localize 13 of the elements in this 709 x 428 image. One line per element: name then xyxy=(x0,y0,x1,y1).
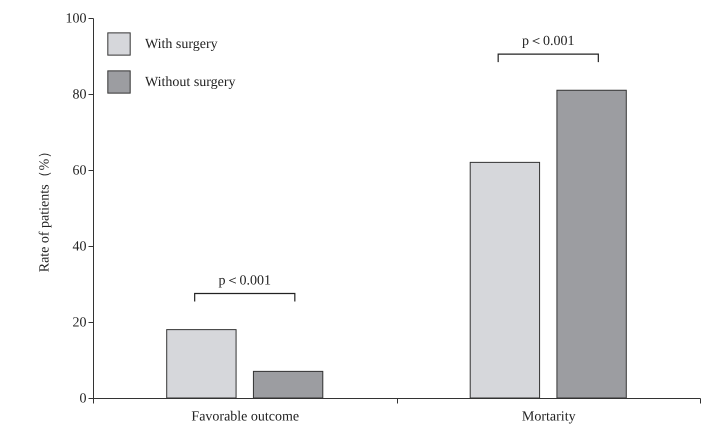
y-tick-label: 40 xyxy=(72,240,86,254)
y-tick-label: 100 xyxy=(66,12,86,26)
legend-label: Without surgery xyxy=(145,75,236,90)
y-axis-title: Rate of patients（%） xyxy=(38,144,52,272)
legend-label: With surgery xyxy=(145,37,218,52)
y-tick-label: 60 xyxy=(72,164,86,178)
y-tick-label: 80 xyxy=(72,88,86,102)
annotation: p＜0.001 xyxy=(522,34,574,50)
annotation: p＜0.001 xyxy=(218,274,271,288)
y-tick-label: 0 xyxy=(80,392,86,406)
x-tick-label: Favorable outcome xyxy=(191,410,300,424)
y-tick-label: 20 xyxy=(72,316,86,330)
x-tick-label: Mortarity xyxy=(522,410,576,424)
